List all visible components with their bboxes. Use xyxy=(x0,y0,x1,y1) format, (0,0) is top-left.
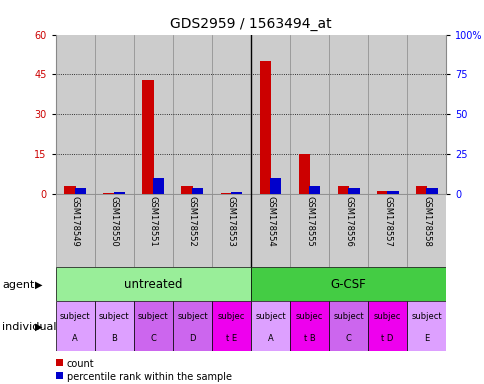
Bar xyxy=(152,178,164,194)
Text: subject: subject xyxy=(99,312,129,321)
Text: B: B xyxy=(111,334,117,343)
Bar xyxy=(415,186,426,194)
Bar xyxy=(173,194,212,267)
Bar xyxy=(142,80,154,194)
Bar xyxy=(367,194,407,267)
Text: A: A xyxy=(72,334,78,343)
Bar xyxy=(75,187,86,194)
Text: G-CSF: G-CSF xyxy=(330,278,366,291)
Text: t E: t E xyxy=(226,334,237,343)
Bar xyxy=(367,301,407,351)
Text: t B: t B xyxy=(303,334,315,343)
Text: GSM178550: GSM178550 xyxy=(109,196,119,247)
Bar xyxy=(298,154,310,194)
Bar xyxy=(95,301,134,351)
Text: untreated: untreated xyxy=(124,278,182,291)
Bar xyxy=(56,194,95,267)
Bar xyxy=(212,194,251,267)
Text: GSM178558: GSM178558 xyxy=(421,196,430,247)
Text: count: count xyxy=(67,359,94,369)
Bar xyxy=(251,194,289,267)
Bar xyxy=(337,186,348,194)
Text: GSM178557: GSM178557 xyxy=(382,196,392,247)
Text: subject: subject xyxy=(60,312,91,321)
Bar xyxy=(308,186,320,194)
Bar xyxy=(191,188,203,194)
Bar xyxy=(259,61,271,194)
Bar xyxy=(173,301,212,351)
Text: subject: subject xyxy=(255,312,285,321)
Text: GSM178549: GSM178549 xyxy=(71,196,80,247)
Text: C: C xyxy=(345,334,351,343)
Bar xyxy=(95,35,134,194)
Bar xyxy=(64,186,76,194)
Text: agent: agent xyxy=(2,280,35,290)
Text: C: C xyxy=(150,334,156,343)
Text: subjec: subjec xyxy=(373,312,400,321)
Text: subject: subject xyxy=(333,312,363,321)
Bar xyxy=(173,35,212,194)
Bar xyxy=(329,194,367,267)
Bar xyxy=(212,35,251,194)
Text: ▶: ▶ xyxy=(35,322,42,332)
Bar xyxy=(134,194,173,267)
Bar xyxy=(134,301,173,351)
Title: GDS2959 / 1563494_at: GDS2959 / 1563494_at xyxy=(170,17,331,31)
Text: D: D xyxy=(189,334,195,343)
Bar xyxy=(376,191,388,194)
Text: subjec: subjec xyxy=(217,312,244,321)
Text: subject: subject xyxy=(138,312,168,321)
Text: t D: t D xyxy=(380,334,393,343)
Bar xyxy=(181,186,193,194)
Bar xyxy=(289,35,329,194)
Bar xyxy=(386,191,398,194)
Text: GSM178552: GSM178552 xyxy=(187,196,197,247)
Bar xyxy=(103,193,115,194)
Bar xyxy=(230,192,242,194)
Bar xyxy=(425,187,437,194)
Bar xyxy=(347,188,359,194)
Text: subject: subject xyxy=(177,312,207,321)
Text: E: E xyxy=(423,334,428,343)
Bar xyxy=(407,194,445,267)
Text: GSM178555: GSM178555 xyxy=(304,196,314,247)
Text: individual: individual xyxy=(2,322,57,332)
Text: A: A xyxy=(267,334,273,343)
Bar xyxy=(56,301,95,351)
Bar xyxy=(329,35,367,194)
Bar xyxy=(212,301,251,351)
Bar xyxy=(134,35,173,194)
Bar xyxy=(407,301,445,351)
Bar xyxy=(367,35,407,194)
Bar xyxy=(289,301,329,351)
Bar xyxy=(113,192,125,194)
Bar xyxy=(289,194,329,267)
Bar xyxy=(56,267,251,301)
Text: GSM178551: GSM178551 xyxy=(149,196,158,247)
Text: subject: subject xyxy=(410,312,441,321)
Text: GSM178553: GSM178553 xyxy=(227,196,236,247)
Bar xyxy=(95,194,134,267)
Bar xyxy=(251,301,289,351)
Bar xyxy=(251,35,289,194)
Bar xyxy=(56,35,95,194)
Text: GSM178556: GSM178556 xyxy=(343,196,352,247)
Text: ▶: ▶ xyxy=(35,280,42,290)
Bar xyxy=(251,267,445,301)
Bar xyxy=(220,193,232,194)
Bar xyxy=(328,301,367,351)
Text: percentile rank within the sample: percentile rank within the sample xyxy=(67,372,231,382)
Bar xyxy=(407,35,445,194)
Text: GSM178554: GSM178554 xyxy=(265,196,274,247)
Bar xyxy=(269,178,281,194)
Text: subjec: subjec xyxy=(295,312,322,321)
